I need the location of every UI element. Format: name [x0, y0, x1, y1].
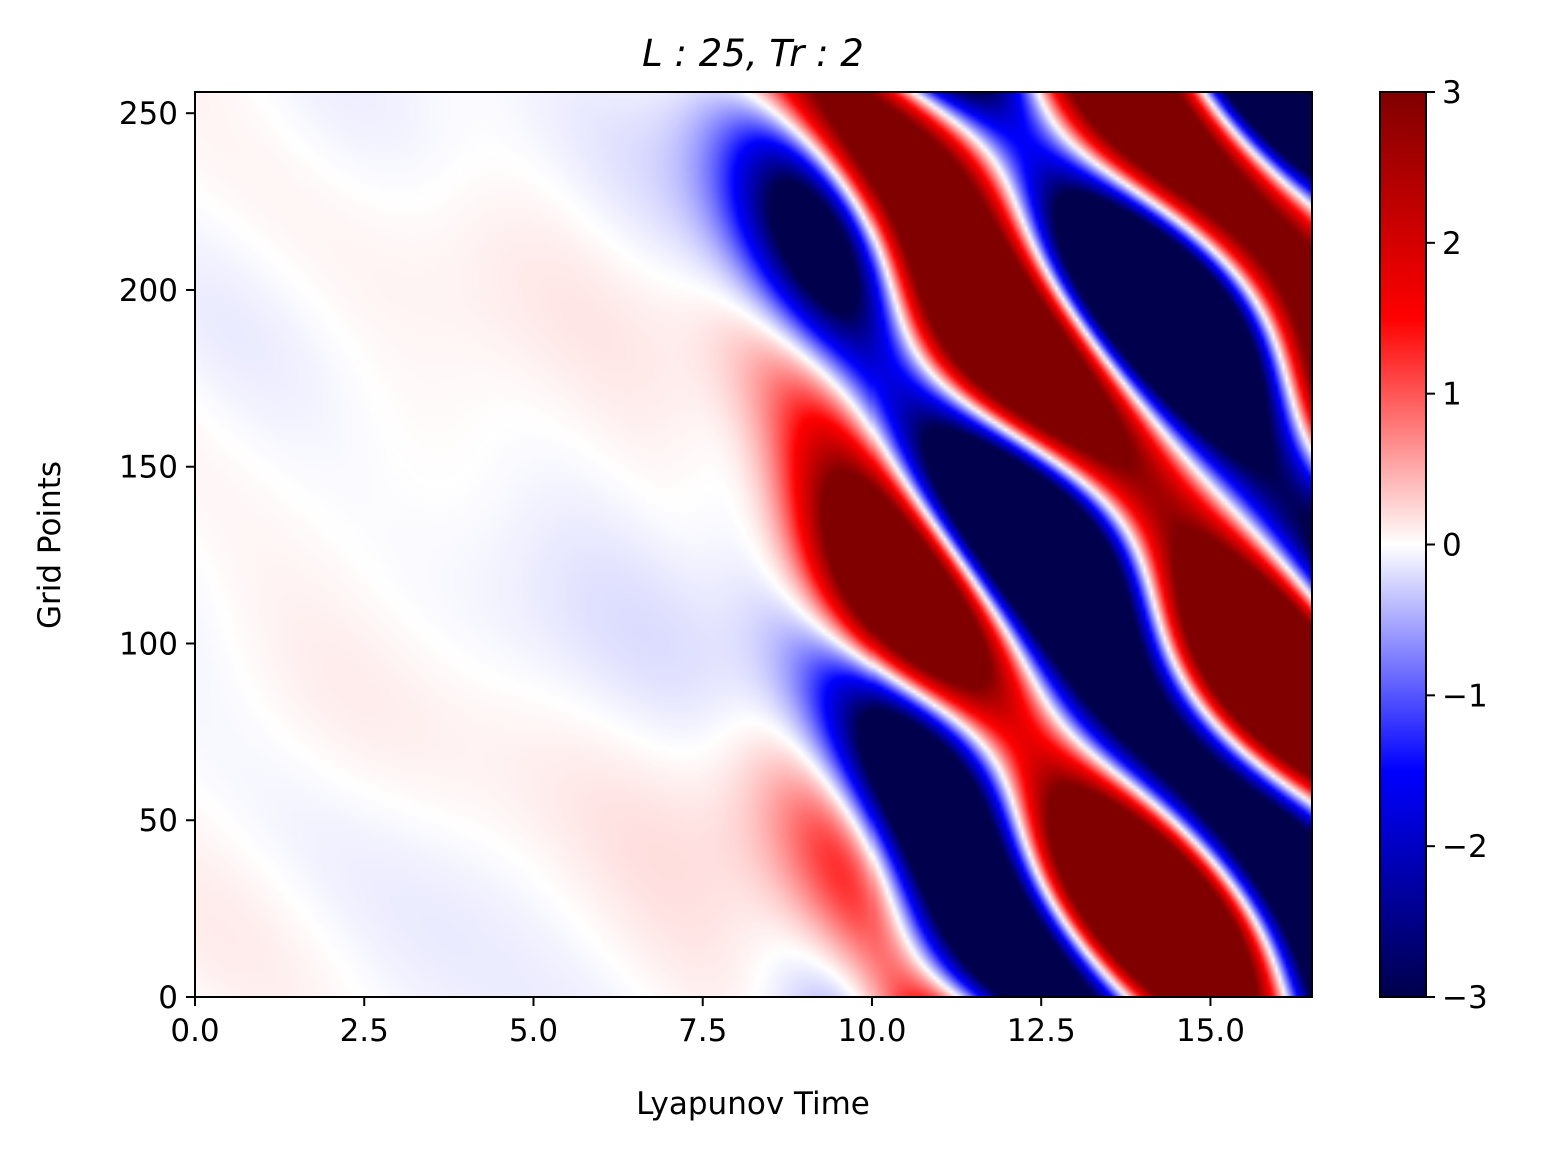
- colorbar-tick-label: 1: [1442, 377, 1462, 413]
- x-tick-label: 15.0: [1176, 1013, 1245, 1049]
- y-tick-label: 250: [119, 96, 178, 132]
- heatmap-image: [195, 92, 1312, 997]
- colorbar-tick-label: −2: [1442, 829, 1488, 865]
- colorbar-tick-label: 3: [1442, 75, 1462, 111]
- y-tick-label: 150: [119, 450, 178, 486]
- y-tick-label: 100: [119, 626, 178, 662]
- x-tick-label: 2.5: [340, 1013, 389, 1049]
- y-axis-label: Grid Points: [32, 461, 68, 629]
- x-tick-label: 5.0: [509, 1013, 558, 1049]
- y-tick-label: 0: [158, 980, 178, 1016]
- colorbar-tick-label: −1: [1442, 678, 1488, 714]
- y-axis: 0 50 100 150 200 250: [119, 96, 195, 1016]
- x-tick-label: 0.0: [170, 1013, 219, 1049]
- y-tick-label: 50: [139, 803, 178, 839]
- colorbar: 3 2 1 0 −1 −2 −3: [1379, 75, 1488, 1016]
- colorbar-gradient: [1380, 92, 1426, 997]
- plot-frame: [194, 91, 1313, 998]
- colorbar-ticks: 3 2 1 0 −1 −2 −3: [1426, 75, 1488, 1016]
- y-tick-label: 200: [119, 273, 178, 309]
- colorbar-tick-label: −3: [1442, 980, 1488, 1016]
- x-tick-label: 12.5: [1007, 1013, 1076, 1049]
- x-tick-label: 7.5: [678, 1013, 727, 1049]
- colorbar-tick-label: 0: [1442, 528, 1462, 564]
- x-axis: 0.0 2.5 5.0 7.5 10.0 12.5 15.0: [170, 997, 1245, 1049]
- colorbar-tick-label: 2: [1442, 226, 1462, 262]
- x-tick-label: 10.0: [837, 1013, 906, 1049]
- heatmap-plot: [195, 92, 1312, 997]
- chart-title: L : 25, Tr : 2: [642, 32, 864, 75]
- x-axis-label: Lyapunov Time: [636, 1086, 870, 1122]
